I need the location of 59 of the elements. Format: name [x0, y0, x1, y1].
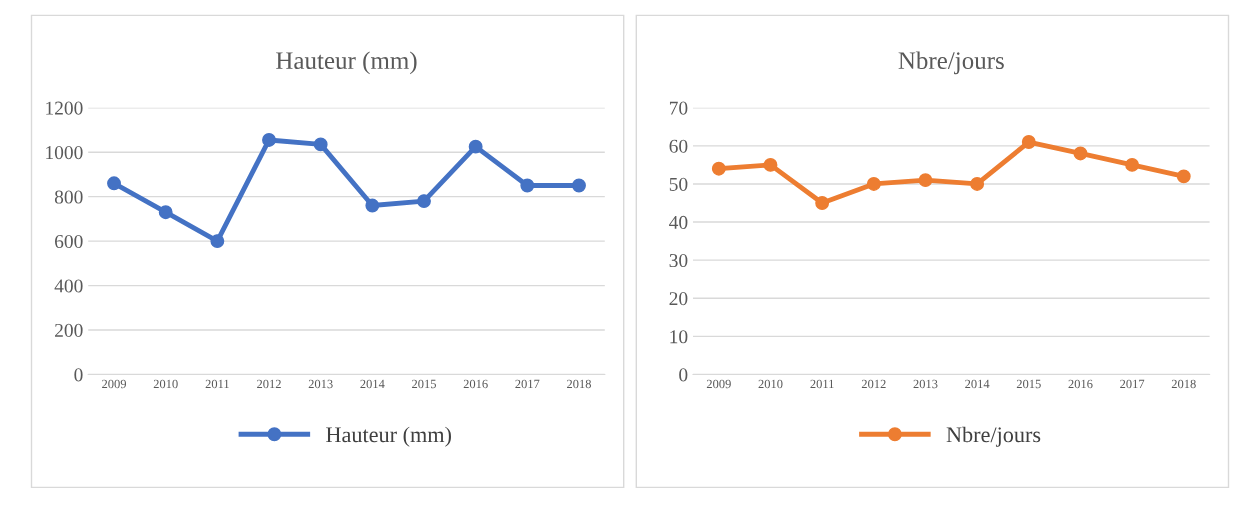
- point: [815, 196, 830, 210]
- x-tick-label: 2013: [913, 379, 938, 389]
- x-tick-label: 2014: [965, 379, 990, 389]
- point: [572, 178, 586, 193]
- x-tick-label: 2014: [360, 379, 385, 389]
- y-tick-label: 400: [54, 279, 83, 293]
- y-tick-label: 600: [55, 234, 83, 249]
- point: [918, 173, 933, 188]
- y-tick-label: 0: [679, 368, 688, 382]
- point: [417, 194, 431, 209]
- chart-title: Hauteur (mm): [276, 51, 417, 75]
- point: [866, 177, 881, 191]
- point: [1125, 157, 1140, 172]
- x-tick-label: 2015: [1016, 379, 1041, 389]
- x-tick-label: 2010: [758, 379, 783, 389]
- legend-label: Nbre/jours: [946, 426, 1041, 447]
- point: [365, 198, 380, 213]
- legend-label: Hauteur (mm): [326, 426, 451, 447]
- point: [158, 205, 173, 220]
- x-tick-label: 2010: [153, 379, 178, 389]
- x-tick-label: 2011: [205, 379, 229, 389]
- point: [711, 161, 726, 176]
- x-tick-label: 2016: [1068, 379, 1093, 389]
- point: [763, 157, 778, 172]
- x-tick-label: 2018: [1171, 379, 1196, 389]
- point: [313, 137, 328, 152]
- x-tick-label: 2012: [257, 379, 281, 389]
- point: [107, 176, 121, 191]
- y-tick-label: 70: [669, 101, 688, 115]
- y-tick-label: 60: [669, 139, 688, 153]
- x-tick-label: 2012: [861, 379, 886, 389]
- y-tick-label: 30: [669, 253, 688, 268]
- point: [1021, 135, 1036, 149]
- x-tick-label: 2009: [102, 379, 127, 389]
- chart-title: Nbre/jours: [898, 51, 1004, 75]
- point: [520, 178, 535, 193]
- x-tick-label: 2015: [412, 379, 436, 389]
- x-tick-label: 2009: [706, 379, 731, 389]
- y-tick-label: 10: [670, 330, 688, 344]
- x-tick-label: 2018: [567, 379, 591, 389]
- x-tick-label: 2013: [308, 379, 333, 389]
- y-tick-label: 40: [669, 215, 688, 229]
- x-tick-label: 2017: [515, 379, 540, 389]
- x-tick-label: 2016: [463, 379, 488, 389]
- point: [210, 234, 225, 249]
- point: [262, 133, 276, 147]
- point: [1176, 169, 1191, 184]
- y-tick-label: 200: [55, 323, 83, 337]
- y-tick-label: 800: [54, 190, 83, 204]
- y-tick-label: 20: [669, 292, 688, 306]
- y-tick-label: 1000: [46, 146, 83, 160]
- y-tick-label: 1200: [46, 101, 83, 115]
- point: [468, 139, 483, 154]
- y-tick-label: 0: [74, 368, 83, 382]
- point: [970, 177, 985, 191]
- x-tick-label: 2017: [1120, 379, 1145, 389]
- point: [1073, 146, 1088, 161]
- y-tick-label: 50: [669, 177, 688, 191]
- x-tick-label: 2011: [810, 379, 834, 389]
